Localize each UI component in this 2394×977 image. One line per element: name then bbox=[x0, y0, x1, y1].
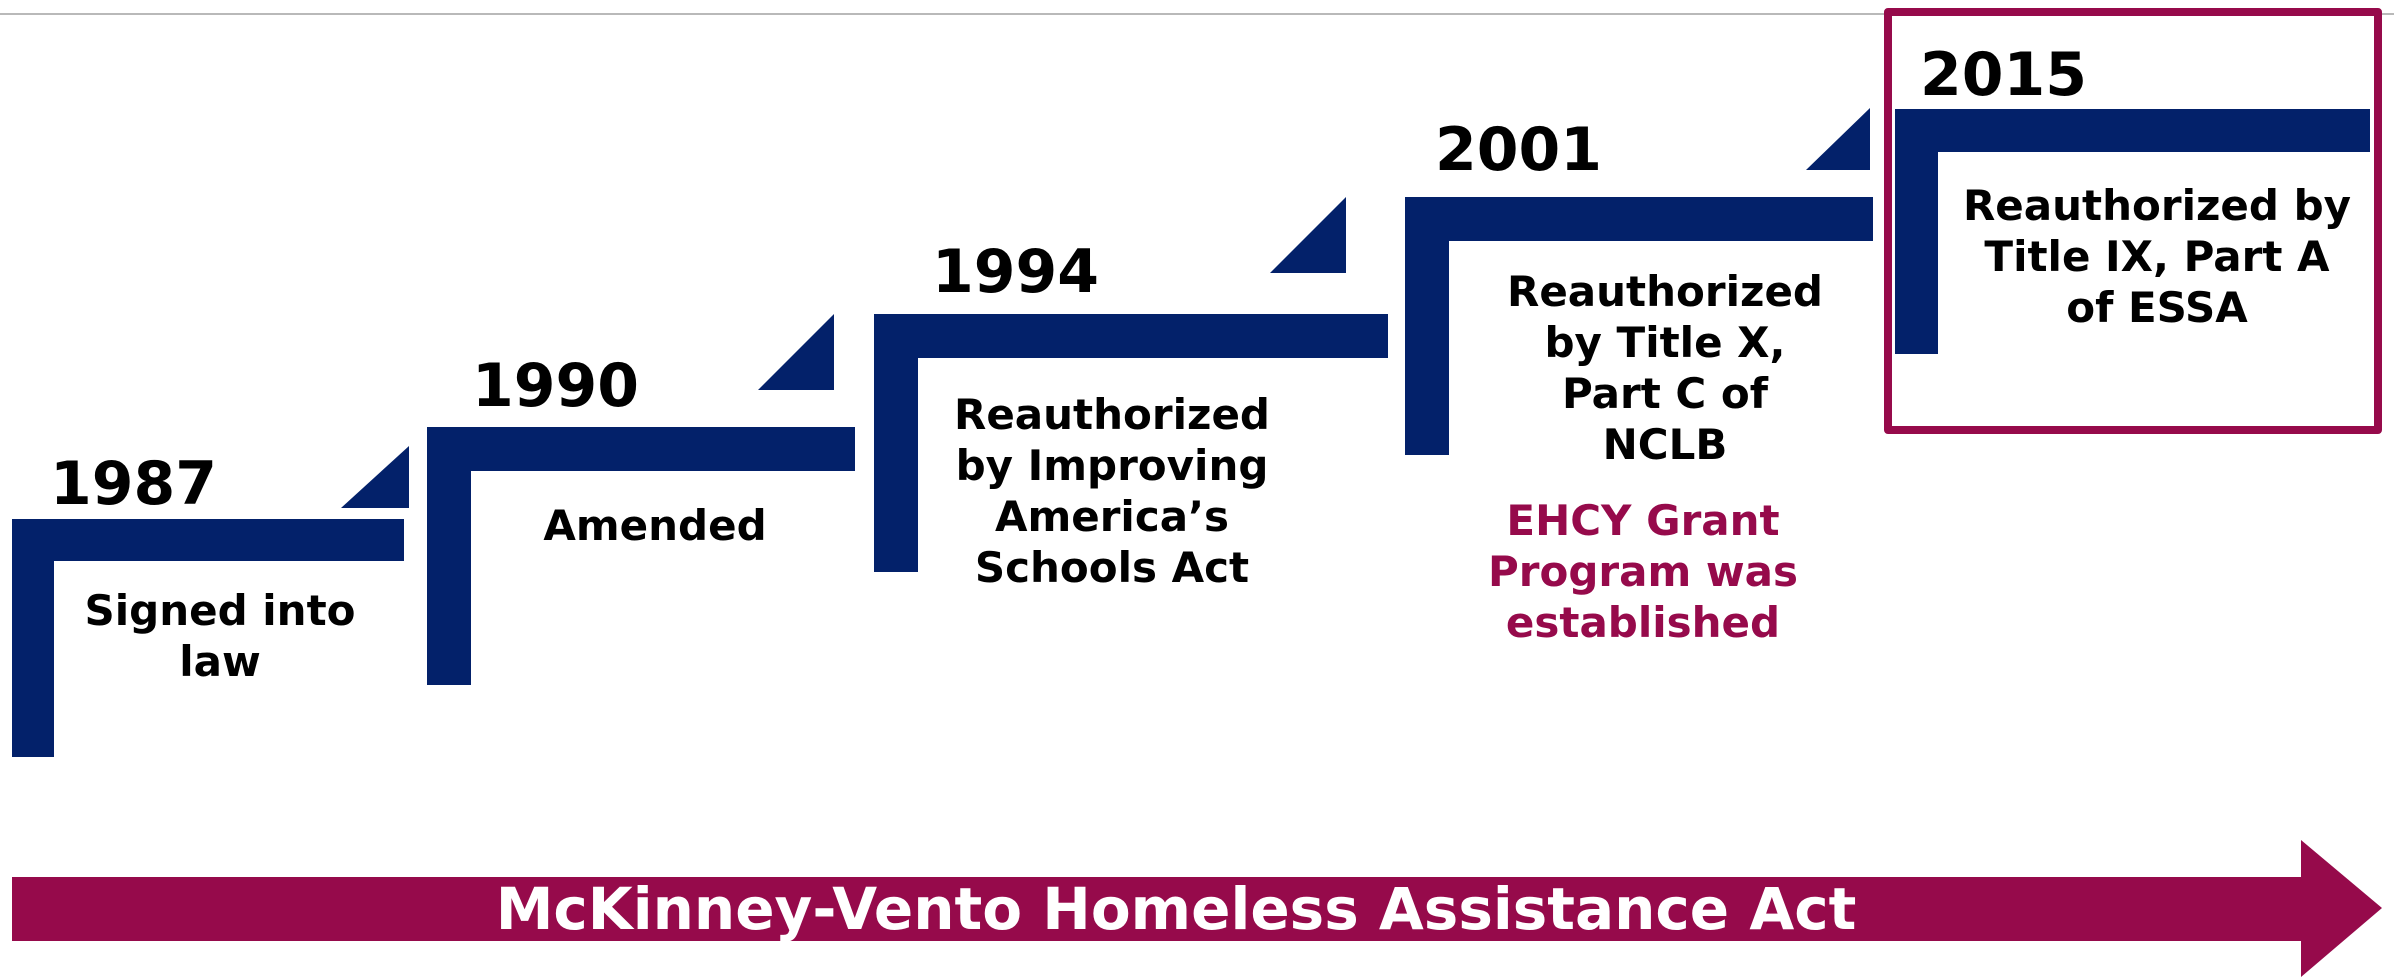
step-year: 2001 bbox=[1435, 120, 1602, 180]
description-line: of ESSA bbox=[1937, 282, 2377, 333]
description-line: by Improving bbox=[922, 440, 1302, 491]
step-post bbox=[427, 427, 471, 685]
step-post bbox=[12, 519, 54, 757]
step-post bbox=[1895, 109, 1938, 354]
step-bar bbox=[427, 427, 855, 471]
step-year: 1990 bbox=[472, 356, 639, 416]
step-bar bbox=[874, 314, 1388, 358]
step-bar bbox=[1405, 197, 1873, 241]
step-up-marker-icon bbox=[758, 314, 834, 390]
step-post bbox=[1405, 197, 1449, 455]
step-year: 1987 bbox=[50, 454, 217, 514]
step-post bbox=[874, 314, 918, 572]
description-line: Title IX, Part A bbox=[1937, 231, 2377, 282]
description-line: law bbox=[60, 636, 380, 687]
description-line: Reauthorized bbox=[922, 389, 1302, 440]
step-description: Signed into law bbox=[60, 585, 380, 687]
step-description: Reauthorized by Title X, Part C of NCLB bbox=[1475, 266, 1855, 470]
description-line: Schools Act bbox=[922, 542, 1302, 593]
step-description: Amended bbox=[490, 500, 820, 551]
step-up-marker-icon bbox=[1806, 108, 1870, 170]
description-line: by Title X, bbox=[1475, 317, 1855, 368]
description-line: Part C of bbox=[1475, 368, 1855, 419]
step-bar bbox=[12, 519, 404, 561]
step-description: Reauthorized by Title IX, Part A of ESSA bbox=[1937, 180, 2377, 333]
step-up-marker-icon bbox=[1270, 197, 1346, 273]
description-line: America’s bbox=[922, 491, 1302, 542]
step-up-marker-icon bbox=[341, 446, 409, 508]
step-bar bbox=[1895, 109, 2370, 152]
grant-program-note: EHCY Grant Program was established bbox=[1460, 495, 1826, 648]
description-line: NCLB bbox=[1475, 419, 1855, 470]
description-line: Reauthorized by bbox=[1937, 180, 2377, 231]
step-description: Reauthorized by Improving America’s Scho… bbox=[922, 389, 1302, 593]
description-line: Reauthorized bbox=[1475, 266, 1855, 317]
note-line: established bbox=[1460, 597, 1826, 648]
step-year: 2015 bbox=[1920, 45, 2087, 105]
step-year: 1994 bbox=[932, 242, 1099, 302]
act-banner-label: McKinney-Vento Homeless Assistance Act bbox=[12, 874, 2340, 944]
description-line: Amended bbox=[490, 500, 820, 551]
description-line: Signed into bbox=[60, 585, 380, 636]
note-line: Program was bbox=[1460, 546, 1826, 597]
note-line: EHCY Grant bbox=[1460, 495, 1826, 546]
